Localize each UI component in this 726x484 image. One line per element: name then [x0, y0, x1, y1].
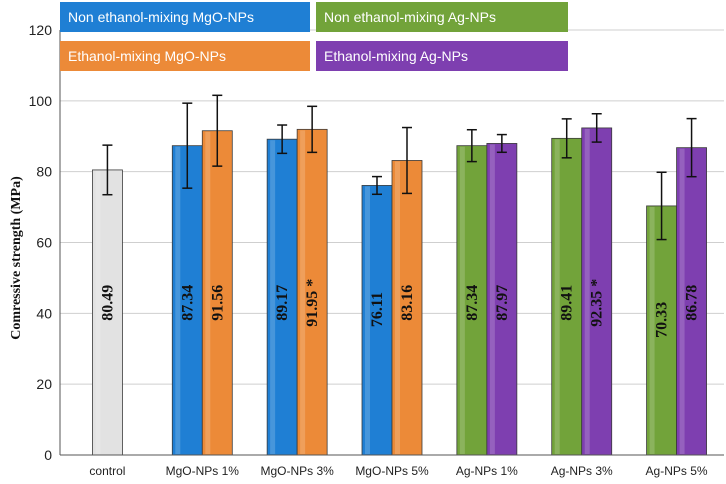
bar [676, 147, 707, 456]
legend-label: Ethanol-mixing Ag-NPs [324, 48, 468, 64]
bar-highlight [175, 146, 181, 454]
x-tick-label: Ag-NPs 1% [456, 464, 518, 478]
y-tick-label: 40 [36, 305, 52, 321]
bar-highlight [554, 139, 560, 454]
legend-ethanol-mgo: Ethanol-mixing MgO-NPs [60, 41, 310, 71]
bar [581, 127, 613, 456]
bar [201, 130, 233, 456]
bar [266, 138, 298, 456]
y-tick-label: 80 [36, 164, 52, 180]
data-label: 87.34 [464, 285, 481, 321]
bar [646, 205, 677, 456]
x-tick-label: MgO-NPs 1% [166, 464, 240, 478]
data-label: 87.34 [179, 285, 196, 321]
data-label: 89.41 [559, 285, 576, 321]
data-label: 70.33 [654, 302, 671, 338]
x-tick-label: control [89, 464, 125, 478]
x-tick-label: Ag-NPs 5% [646, 464, 708, 478]
y-tick-label: 120 [29, 22, 53, 38]
y-tick-label: 0 [44, 447, 52, 463]
y-tick-label: 100 [29, 93, 53, 109]
bar-highlight [649, 206, 655, 454]
y-tick-label: 60 [36, 235, 52, 251]
bar-highlight [584, 128, 590, 455]
y-tick-label: 20 [36, 376, 52, 392]
bar-highlight [205, 131, 211, 454]
bar [456, 145, 488, 456]
bar [551, 137, 583, 456]
data-label: 83.16 [399, 285, 416, 321]
bar-highlight [679, 148, 685, 454]
x-tick-label: Ag-NPs 3% [551, 464, 613, 478]
legend-non-ethanol-mgo: Non ethanol-mixing MgO-NPs [60, 2, 310, 32]
data-label: 87.97 [494, 285, 511, 321]
data-label: 92.35 * [589, 279, 606, 327]
bar-highlight [365, 186, 370, 454]
y-axis-label: Comressive strength (MPa) [9, 176, 24, 340]
bar-highlight [270, 140, 276, 455]
x-tick-label: MgO-NPs 5% [355, 464, 429, 478]
data-label: 80.49 [99, 285, 116, 321]
data-label: 86.78 [684, 285, 701, 321]
data-label: 91.56 [209, 285, 226, 321]
data-label: 91.95 * [304, 279, 321, 327]
bar-highlight [300, 130, 306, 454]
bar [361, 185, 393, 456]
legend-label: Ethanol-mixing MgO-NPs [68, 48, 226, 64]
bar-highlight [489, 144, 495, 455]
legend-ethanol-ag: Ethanol-mixing Ag-NPs [316, 41, 568, 71]
x-tick-label: MgO-NPs 3% [260, 464, 334, 478]
bar-highlight [95, 170, 101, 454]
legend-label: Non ethanol-mixing MgO-NPs [68, 9, 254, 25]
bar-highlight [395, 161, 400, 454]
legend-label: Non ethanol-mixing Ag-NPs [324, 9, 496, 25]
bar-highlight [459, 146, 465, 454]
data-label: 76.11 [369, 292, 386, 327]
legend-non-ethanol-ag: Non ethanol-mixing Ag-NPs [316, 2, 568, 32]
data-label: 89.17 [274, 285, 291, 321]
